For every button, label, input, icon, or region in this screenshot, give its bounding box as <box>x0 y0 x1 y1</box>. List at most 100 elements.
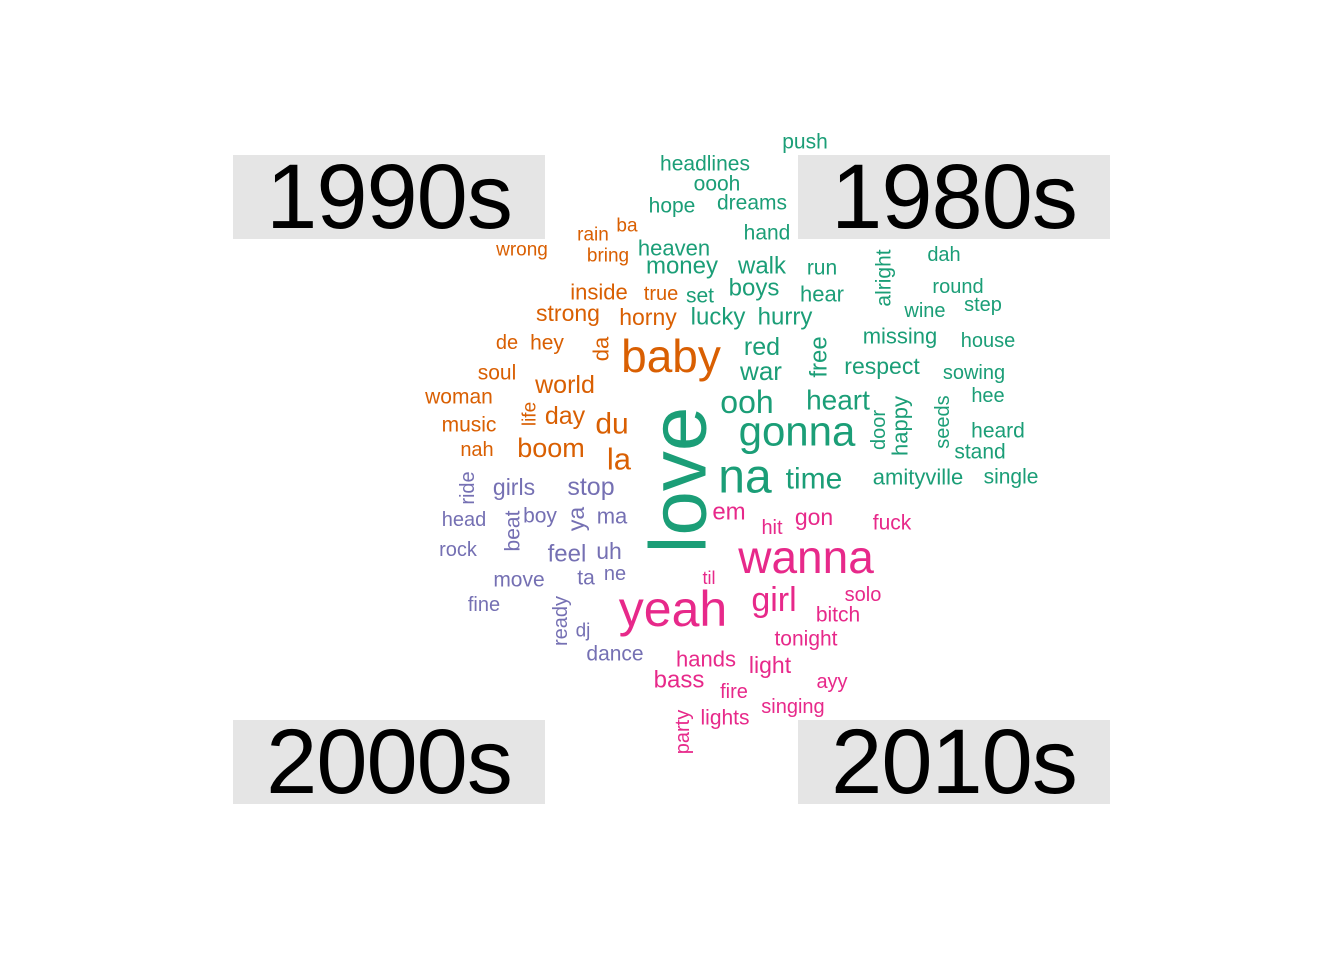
decade-title-1990s: 1990s <box>266 146 513 248</box>
word-girls: girls <box>493 474 535 500</box>
word-dance: dance <box>586 643 643 666</box>
word-ayy: ayy <box>816 671 847 693</box>
word-move: move <box>493 569 544 592</box>
word-tonight: tonight <box>774 628 837 651</box>
word-heaven: heaven <box>638 236 710 261</box>
word-solo: solo <box>845 584 882 606</box>
word-boy: boy <box>523 505 557 528</box>
word-ma: ma <box>597 504 628 529</box>
word-true: true <box>644 283 678 305</box>
word-na: na <box>718 451 772 504</box>
word-heart: heart <box>806 385 870 416</box>
word-dj: dj <box>576 621 591 642</box>
word-yeah: yeah <box>619 581 727 637</box>
word-ride: ride <box>457 471 479 504</box>
panel-label-2000s: 2000s <box>233 716 545 808</box>
word-house: house <box>961 330 1016 352</box>
word-de: de <box>496 332 518 354</box>
word-headlines: headlines <box>660 153 750 176</box>
word-head: head <box>442 509 487 531</box>
word-happy: happy <box>888 396 913 456</box>
word-ne: ne <box>604 563 626 585</box>
word-push: push <box>782 131 828 154</box>
word-love: love <box>634 407 723 554</box>
word-ooh: ooh <box>720 384 773 420</box>
word-oooh: oooh <box>694 173 741 196</box>
word-boom: boom <box>517 433 585 463</box>
word-single: single <box>984 466 1039 489</box>
word-rock: rock <box>439 539 478 561</box>
word-ya: ya <box>563 507 589 532</box>
word-lucky: lucky <box>691 304 746 331</box>
word-life: life <box>520 402 541 426</box>
word-wine: wine <box>903 300 945 322</box>
word-amityville: amityville <box>873 465 963 490</box>
word-du: du <box>595 408 628 441</box>
word-gon: gon <box>795 504 833 530</box>
word-fuck: fuck <box>873 512 912 535</box>
word-stop: stop <box>567 473 614 501</box>
word-hey: hey <box>530 332 564 355</box>
word-time: time <box>786 463 843 496</box>
word-hee: hee <box>971 385 1004 407</box>
word-inside: inside <box>570 280 627 305</box>
word-set: set <box>686 285 714 308</box>
word-horny: horny <box>619 304 677 330</box>
word-seeds: seeds <box>932 395 954 448</box>
word-fire: fire <box>720 681 748 703</box>
word-alright: alright <box>873 249 896 306</box>
word-feel: feel <box>548 541 587 568</box>
word-heard: heard <box>971 420 1025 443</box>
word-soul: soul <box>478 362 517 385</box>
word-ta: ta <box>577 567 595 590</box>
word-hit: hit <box>761 517 783 539</box>
panel-label-1980s: 1980s <box>798 151 1110 243</box>
word-stand: stand <box>954 441 1005 464</box>
word-baby: baby <box>621 330 721 382</box>
word-party: party <box>672 710 694 754</box>
word-round: round <box>932 276 983 298</box>
word-money: money <box>646 253 718 280</box>
word-wanna: wanna <box>737 531 874 583</box>
word-world: world <box>534 371 595 399</box>
word-hurry: hurry <box>758 304 813 331</box>
word-music: music <box>442 414 497 437</box>
word-rain: rain <box>577 225 609 246</box>
word-red: red <box>744 333 780 361</box>
word-em: em <box>712 499 745 526</box>
decade-title-1980s: 1980s <box>831 146 1078 248</box>
decade-title-2000s: 2000s <box>266 711 513 813</box>
word-da: da <box>589 336 614 361</box>
decade-title-2010s: 2010s <box>831 711 1078 813</box>
panel-label-2010s: 2010s <box>798 716 1110 808</box>
word-woman: woman <box>424 386 493 409</box>
panel-label-1990s: 1990s <box>233 151 545 243</box>
word-lights: lights <box>700 707 749 730</box>
word-dah: dah <box>927 244 960 266</box>
word-til: til <box>703 568 716 588</box>
word-hands: hands <box>676 647 736 672</box>
word-door: door <box>868 410 890 450</box>
word-light: light <box>749 652 792 678</box>
word-hand: hand <box>744 222 791 245</box>
word-bitch: bitch <box>816 604 860 627</box>
word-missing: missing <box>863 324 938 349</box>
word-ready: ready <box>550 596 572 646</box>
word-hear: hear <box>800 282 844 307</box>
word-bring: bring <box>587 246 629 267</box>
word-fine: fine <box>468 594 500 616</box>
word-wrong: wrong <box>495 240 548 261</box>
word-la: la <box>607 442 632 477</box>
word-singing: singing <box>761 696 824 718</box>
word-run: run <box>807 257 837 280</box>
word-beat: beat <box>502 510 525 551</box>
word-hope: hope <box>649 195 696 218</box>
word-sowing: sowing <box>943 362 1005 384</box>
word-nah: nah <box>460 439 493 461</box>
word-bass: bass <box>654 667 705 694</box>
word-day: day <box>545 402 586 430</box>
word-dreams: dreams <box>717 192 787 215</box>
word-gonna: gonna <box>739 408 856 455</box>
word-free: free <box>806 336 833 377</box>
